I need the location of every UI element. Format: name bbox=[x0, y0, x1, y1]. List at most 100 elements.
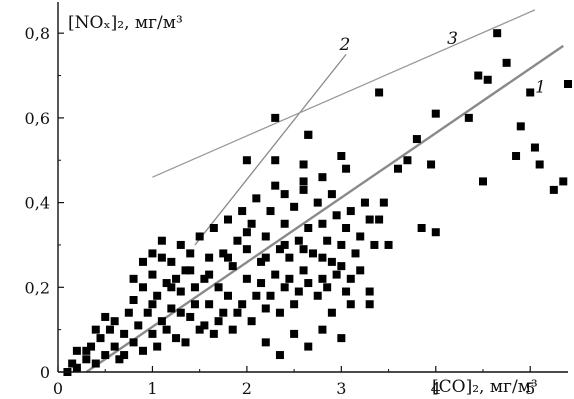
data-point bbox=[200, 274, 209, 283]
data-point bbox=[290, 202, 299, 211]
labels: [NOₓ]₂, мг/м³ [CO]₂, мг/м³ 1 2 3 bbox=[68, 13, 546, 397]
x-tick-label: 2 bbox=[242, 379, 252, 398]
data-point bbox=[172, 334, 181, 343]
data-point bbox=[384, 240, 393, 249]
data-point bbox=[139, 257, 147, 266]
data-point bbox=[559, 177, 568, 186]
data-point bbox=[153, 291, 162, 300]
line-label-1: 1 bbox=[535, 77, 546, 97]
data-point bbox=[233, 236, 242, 245]
data-point bbox=[157, 317, 166, 326]
data-point bbox=[110, 342, 119, 351]
data-point bbox=[96, 334, 105, 343]
data-point bbox=[219, 249, 228, 258]
data-point bbox=[375, 88, 384, 97]
data-point bbox=[139, 346, 147, 355]
data-point bbox=[162, 325, 171, 334]
data-point bbox=[181, 338, 190, 347]
data-point bbox=[318, 173, 327, 182]
data-point bbox=[242, 274, 251, 283]
data-point bbox=[304, 224, 313, 232]
data-point bbox=[365, 300, 374, 309]
data-point bbox=[238, 207, 247, 216]
data-point bbox=[228, 262, 237, 271]
data-point bbox=[464, 113, 473, 122]
data-point bbox=[512, 152, 521, 160]
data-point bbox=[417, 224, 426, 232]
data-point bbox=[167, 304, 176, 313]
data-point bbox=[266, 207, 275, 216]
data-point bbox=[479, 177, 487, 186]
x-tick-label: 4 bbox=[431, 379, 441, 398]
data-point bbox=[346, 300, 355, 309]
data-point bbox=[139, 283, 147, 292]
data-point bbox=[257, 279, 266, 288]
data-point bbox=[195, 232, 204, 241]
data-point bbox=[186, 266, 195, 275]
data-point bbox=[72, 363, 81, 372]
data-point bbox=[304, 342, 313, 351]
data-point bbox=[332, 211, 341, 220]
data-point bbox=[549, 185, 558, 194]
data-point bbox=[148, 270, 157, 279]
data-point bbox=[342, 224, 351, 232]
data-point bbox=[474, 71, 483, 80]
y-tick-label: 0,2 bbox=[25, 278, 50, 297]
data-point bbox=[167, 283, 176, 292]
x-tick-label: 3 bbox=[336, 379, 346, 398]
data-point bbox=[261, 232, 270, 241]
data-point bbox=[403, 156, 412, 165]
data-point bbox=[327, 308, 336, 317]
data-point bbox=[124, 308, 133, 317]
y-tick-label: 0,6 bbox=[25, 109, 50, 128]
data-point bbox=[82, 346, 91, 355]
data-point bbox=[313, 291, 322, 300]
data-point bbox=[115, 355, 124, 364]
data-point bbox=[280, 283, 289, 292]
data-point bbox=[190, 283, 199, 292]
line-label-2: 2 bbox=[338, 35, 350, 55]
data-point bbox=[205, 300, 214, 309]
data-point bbox=[252, 194, 261, 203]
data-point bbox=[242, 228, 251, 237]
x-axis-label: [CO]₂, мг/м³ bbox=[432, 377, 538, 397]
data-point bbox=[105, 325, 114, 334]
data-point bbox=[129, 274, 138, 283]
data-point bbox=[224, 253, 232, 262]
fit-line-1 bbox=[85, 44, 564, 373]
data-point bbox=[181, 266, 190, 275]
data-point bbox=[214, 283, 223, 292]
data-point bbox=[530, 143, 539, 152]
data-point bbox=[356, 266, 365, 275]
data-point bbox=[327, 257, 336, 266]
data-point bbox=[285, 274, 294, 283]
data-point bbox=[172, 274, 181, 283]
data-point bbox=[219, 308, 228, 317]
data-point bbox=[309, 249, 317, 258]
data-point bbox=[342, 287, 351, 296]
data-point bbox=[82, 355, 91, 364]
data-point bbox=[412, 135, 421, 144]
y-tick-label: 0,4 bbox=[25, 194, 50, 213]
data-point bbox=[327, 190, 336, 199]
data-point bbox=[134, 321, 143, 330]
data-points bbox=[63, 29, 572, 376]
data-point bbox=[365, 287, 374, 296]
data-point bbox=[261, 253, 270, 262]
line-label-3: 3 bbox=[447, 29, 458, 49]
data-point bbox=[148, 329, 157, 338]
data-point bbox=[365, 215, 374, 224]
data-point bbox=[323, 283, 332, 292]
data-point bbox=[360, 198, 369, 207]
data-point bbox=[176, 287, 185, 296]
data-point bbox=[379, 198, 388, 207]
data-point bbox=[271, 156, 280, 165]
data-point bbox=[261, 338, 270, 347]
data-point bbox=[275, 245, 284, 254]
data-point bbox=[72, 346, 81, 355]
fit-line-3 bbox=[152, 9, 536, 178]
data-point bbox=[299, 160, 308, 169]
data-point bbox=[280, 190, 289, 199]
data-point bbox=[224, 215, 232, 224]
data-point bbox=[68, 359, 77, 368]
